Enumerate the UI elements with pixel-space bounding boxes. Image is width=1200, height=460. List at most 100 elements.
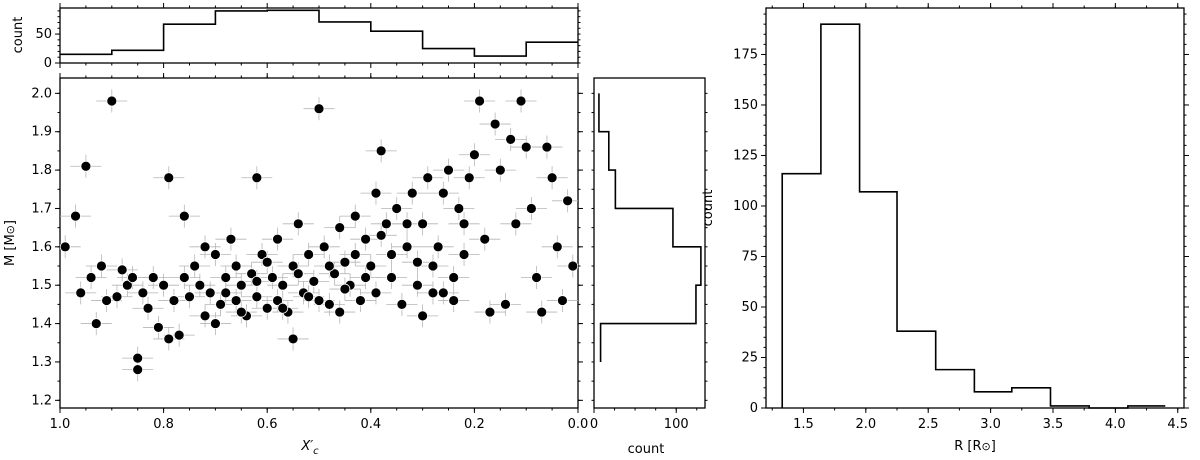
- scatter-point: [272, 295, 283, 306]
- scatter-point: [515, 95, 527, 107]
- scatter-point: [401, 218, 413, 230]
- scatter-point: [541, 141, 553, 153]
- radius-histogram-xtick-label: 4.0: [1105, 417, 1126, 432]
- radius-histogram-xtick-label: 4.5: [1167, 417, 1188, 432]
- scatter-point: [70, 210, 81, 222]
- scatter-point: [422, 172, 434, 184]
- scatter-xtick-label: 1.0: [50, 417, 71, 432]
- scatter-xtick-label: 0.6: [257, 417, 278, 432]
- scatter-point: [417, 310, 429, 322]
- radius-histogram-ytick-label: 125: [733, 148, 758, 163]
- scatter-point: [349, 210, 361, 222]
- radius-histogram-xtick-label: 1.5: [793, 417, 814, 432]
- scatter-point: [427, 287, 439, 299]
- scatter-point: [417, 218, 429, 230]
- scatter-point: [142, 302, 154, 314]
- right-histogram-xtick-label: 100: [664, 417, 689, 432]
- scatter-point: [437, 287, 449, 299]
- scatter-point: [370, 287, 382, 299]
- scatter-point: [375, 229, 387, 241]
- scatter-point: [406, 187, 418, 199]
- right-histogram-panel: 0 100 count: [590, 77, 708, 457]
- scatter-point: [303, 291, 315, 303]
- scatter-point: [339, 256, 351, 268]
- right-histogram-xlabel: count: [628, 442, 665, 457]
- scatter-point: [303, 249, 315, 260]
- scatter-point: [101, 295, 113, 306]
- scatter-point: [59, 241, 71, 253]
- scatter-point: [458, 249, 470, 260]
- scatter-point: [215, 298, 226, 310]
- right-histogram-steps: [598, 93, 702, 362]
- scatter-point: [246, 268, 258, 280]
- scatter-point: [127, 272, 138, 283]
- scatter-point: [235, 279, 247, 291]
- scatter-xtick-label: 0.0: [568, 417, 589, 432]
- scatter-point: [230, 295, 242, 306]
- scatter-point: [323, 298, 335, 310]
- scatter-point: [204, 287, 216, 299]
- scatter-point: [318, 241, 330, 253]
- radius-histogram-ytick-label: 175: [733, 47, 758, 62]
- scatter-point: [520, 141, 532, 153]
- scatter-point: [458, 218, 470, 230]
- scatter-point: [209, 249, 221, 260]
- scatter-point: [412, 279, 423, 291]
- scatter-point: [96, 260, 107, 272]
- scatter-point: [380, 218, 392, 230]
- scatter-point: [308, 275, 320, 287]
- scatter-ytick-label: 1.8: [31, 163, 52, 178]
- scatter-point: [474, 95, 485, 107]
- radius-histogram-ytick-label: 75: [741, 249, 758, 264]
- scatter-point: [412, 256, 423, 268]
- scatter-point: [90, 318, 102, 329]
- scatter-xtick-label: 0.4: [360, 417, 381, 432]
- scatter-point: [230, 260, 242, 272]
- radius-histogram-ytick-label: 50: [741, 300, 758, 315]
- radius-histogram-ytick-label: 100: [733, 199, 758, 214]
- scatter-point: [375, 145, 387, 157]
- scatter-point: [500, 298, 511, 310]
- scatter-point: [178, 210, 190, 222]
- scatter-point: [567, 260, 579, 272]
- top-histogram-panel: 0 50 count: [11, 3, 581, 71]
- scatter-point: [525, 203, 537, 214]
- scatter-point: [448, 295, 460, 306]
- scatter-point: [391, 203, 403, 214]
- scatter-point: [370, 187, 382, 199]
- scatter-point: [137, 287, 149, 299]
- scatter-point: [75, 287, 87, 299]
- scatter-point: [323, 260, 335, 272]
- scatter-point: [194, 279, 206, 291]
- scatter-point: [287, 260, 299, 272]
- scatter-point: [199, 241, 211, 253]
- scatter-point: [251, 172, 263, 184]
- radius-histogram-xtick-label: 2.5: [918, 417, 939, 432]
- top-histogram-steps: [60, 9, 578, 57]
- scatter-point: [235, 306, 247, 318]
- scatter-point: [189, 260, 201, 272]
- scatter-ytick-label: 1.4: [31, 317, 52, 332]
- scatter-xtick-label: 0.2: [464, 417, 485, 432]
- scatter-point: [360, 233, 372, 245]
- scatter-ytick-label: 1.5: [31, 278, 52, 293]
- scatter-point: [272, 233, 283, 245]
- scatter-point: [334, 222, 346, 234]
- scatter-point: [85, 272, 97, 283]
- scatter-ytick-label: 1.9: [31, 125, 52, 140]
- scatter-point: [277, 302, 289, 314]
- scatter-point: [360, 272, 372, 283]
- radius-histogram-xlabel: R [R⊙]: [954, 439, 996, 454]
- scatter-point: [163, 333, 175, 345]
- scatter-point: [536, 306, 548, 318]
- scatter-point: [313, 295, 325, 306]
- scatter-point: [448, 272, 460, 283]
- scatter-point: [163, 172, 175, 184]
- scatter-point: [153, 322, 164, 333]
- scatter-point: [484, 306, 496, 318]
- scatter-point: [463, 172, 475, 184]
- radius-histogram-panel: 1.5 2.0 2.5 3.0 3.5 4.0 4.5 0 25 50 75 100 125 150 175…: [701, 3, 1189, 454]
- scatter-point: [292, 218, 304, 230]
- scatter-point: [557, 295, 568, 306]
